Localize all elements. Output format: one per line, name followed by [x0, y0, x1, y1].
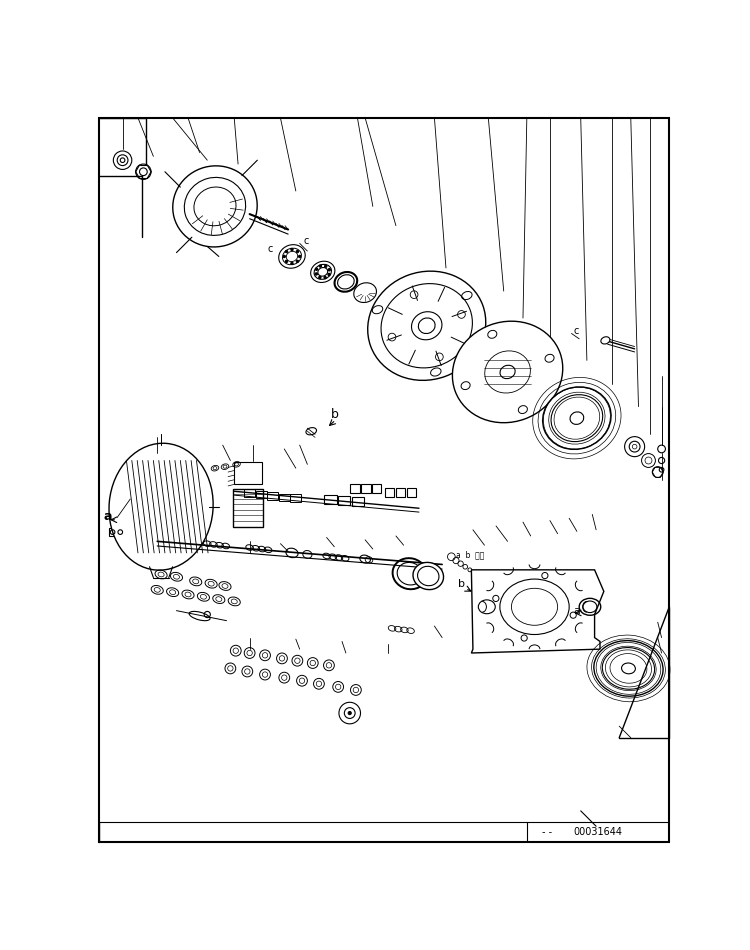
Bar [338, 496, 350, 505]
Text: b: b [458, 579, 464, 589]
Text: b: b [331, 408, 338, 421]
Circle shape [296, 260, 298, 262]
Circle shape [283, 256, 286, 257]
Circle shape [315, 273, 317, 276]
Bar [350, 484, 360, 493]
Ellipse shape [413, 562, 443, 590]
Ellipse shape [279, 245, 305, 268]
Circle shape [325, 265, 327, 267]
Bar [110, 528, 123, 536]
Ellipse shape [310, 261, 335, 282]
Circle shape [348, 712, 351, 714]
Ellipse shape [452, 321, 562, 423]
Text: c: c [573, 326, 578, 336]
Circle shape [286, 260, 288, 262]
Text: - -: - - [542, 826, 552, 837]
Circle shape [324, 276, 326, 278]
Circle shape [296, 251, 298, 253]
Text: 00031644: 00031644 [573, 827, 622, 837]
Bar [324, 495, 337, 504]
Ellipse shape [368, 271, 486, 380]
Circle shape [298, 256, 301, 257]
Bar [372, 484, 381, 493]
Bar [244, 489, 255, 497]
Ellipse shape [354, 283, 376, 302]
Circle shape [328, 274, 330, 275]
Bar [406, 488, 416, 498]
Text: c: c [267, 244, 273, 254]
Bar [396, 488, 405, 498]
Bar [352, 497, 364, 506]
Bar [267, 492, 278, 500]
Bar [290, 494, 302, 503]
Bar [234, 462, 262, 484]
Polygon shape [472, 570, 604, 653]
Text: c: c [304, 236, 309, 246]
Ellipse shape [172, 166, 257, 247]
Bar [362, 484, 370, 493]
Text: a  b  参考: a b 参考 [456, 550, 484, 559]
Bar [279, 494, 290, 502]
Text: a: a [104, 510, 112, 523]
Bar [232, 489, 263, 527]
Ellipse shape [601, 336, 610, 344]
Ellipse shape [594, 640, 663, 696]
Ellipse shape [543, 387, 611, 449]
Circle shape [328, 269, 331, 271]
Bar [386, 488, 394, 498]
Circle shape [315, 268, 318, 271]
Circle shape [291, 248, 293, 251]
Circle shape [319, 276, 321, 278]
Bar [256, 490, 266, 498]
Circle shape [320, 265, 322, 267]
Text: a: a [573, 606, 580, 616]
Circle shape [291, 262, 293, 264]
Circle shape [286, 251, 288, 253]
Ellipse shape [109, 444, 213, 570]
